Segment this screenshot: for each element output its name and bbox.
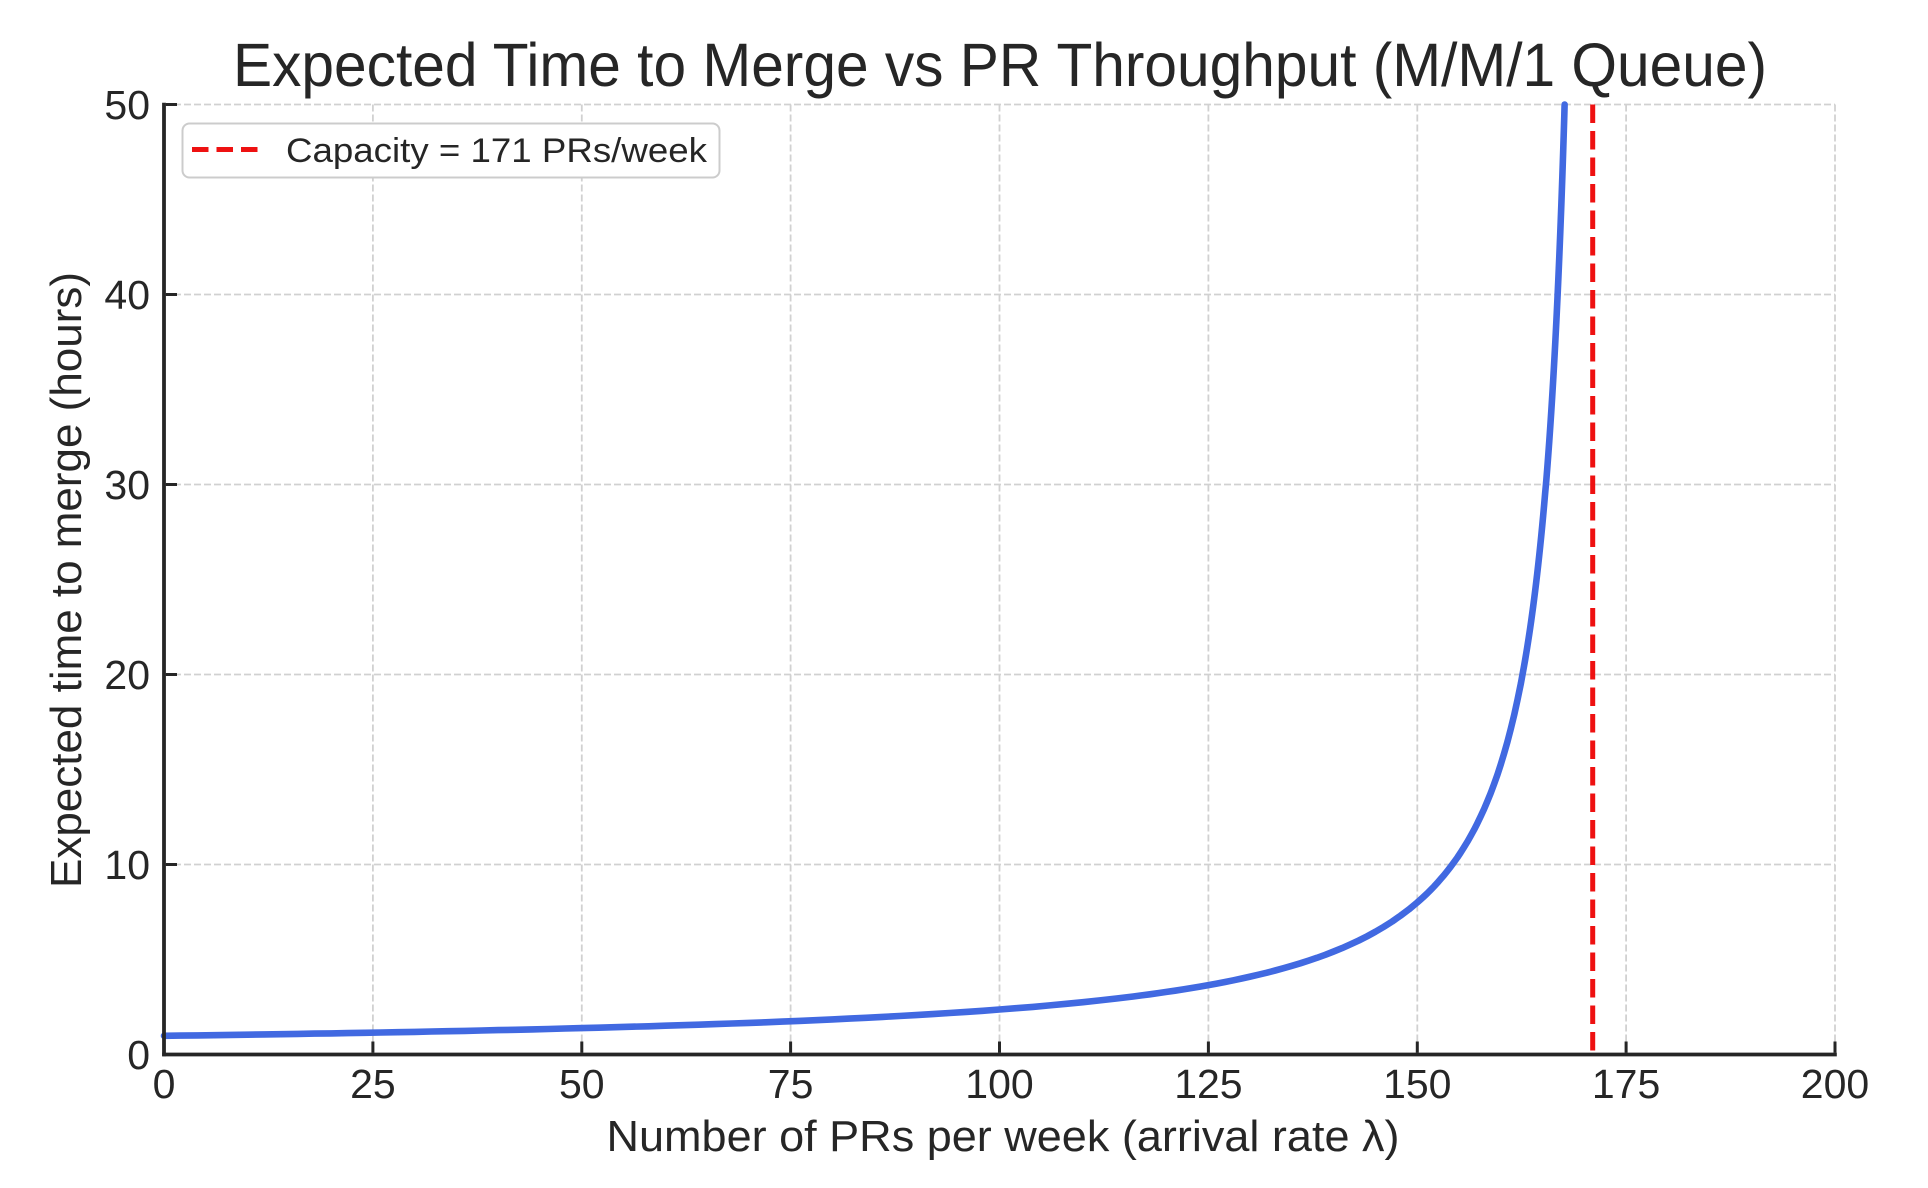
svg-text:0: 0 xyxy=(127,1032,150,1078)
svg-text:0: 0 xyxy=(153,1061,176,1107)
svg-text:150: 150 xyxy=(1383,1061,1451,1107)
svg-text:200: 200 xyxy=(1801,1061,1869,1107)
svg-text:50: 50 xyxy=(559,1061,605,1107)
svg-text:Expected Time to Merge vs PR T: Expected Time to Merge vs PR Throughput … xyxy=(233,31,1767,100)
svg-text:100: 100 xyxy=(965,1061,1033,1107)
svg-text:Expected time to merge (hours): Expected time to merge (hours) xyxy=(42,272,91,888)
svg-text:125: 125 xyxy=(1174,1061,1242,1107)
svg-text:40: 40 xyxy=(104,272,150,318)
svg-text:10: 10 xyxy=(104,842,150,888)
svg-text:50: 50 xyxy=(104,82,150,128)
svg-text:25: 25 xyxy=(350,1061,396,1107)
svg-text:20: 20 xyxy=(104,652,150,698)
svg-text:Capacity = 171 PRs/week: Capacity = 171 PRs/week xyxy=(286,132,708,170)
svg-text:30: 30 xyxy=(104,462,150,508)
svg-text:175: 175 xyxy=(1592,1061,1660,1107)
svg-text:75: 75 xyxy=(768,1061,814,1107)
svg-text:Number of PRs per week (arriva: Number of PRs per week (arrival rate λ) xyxy=(607,1112,1400,1161)
